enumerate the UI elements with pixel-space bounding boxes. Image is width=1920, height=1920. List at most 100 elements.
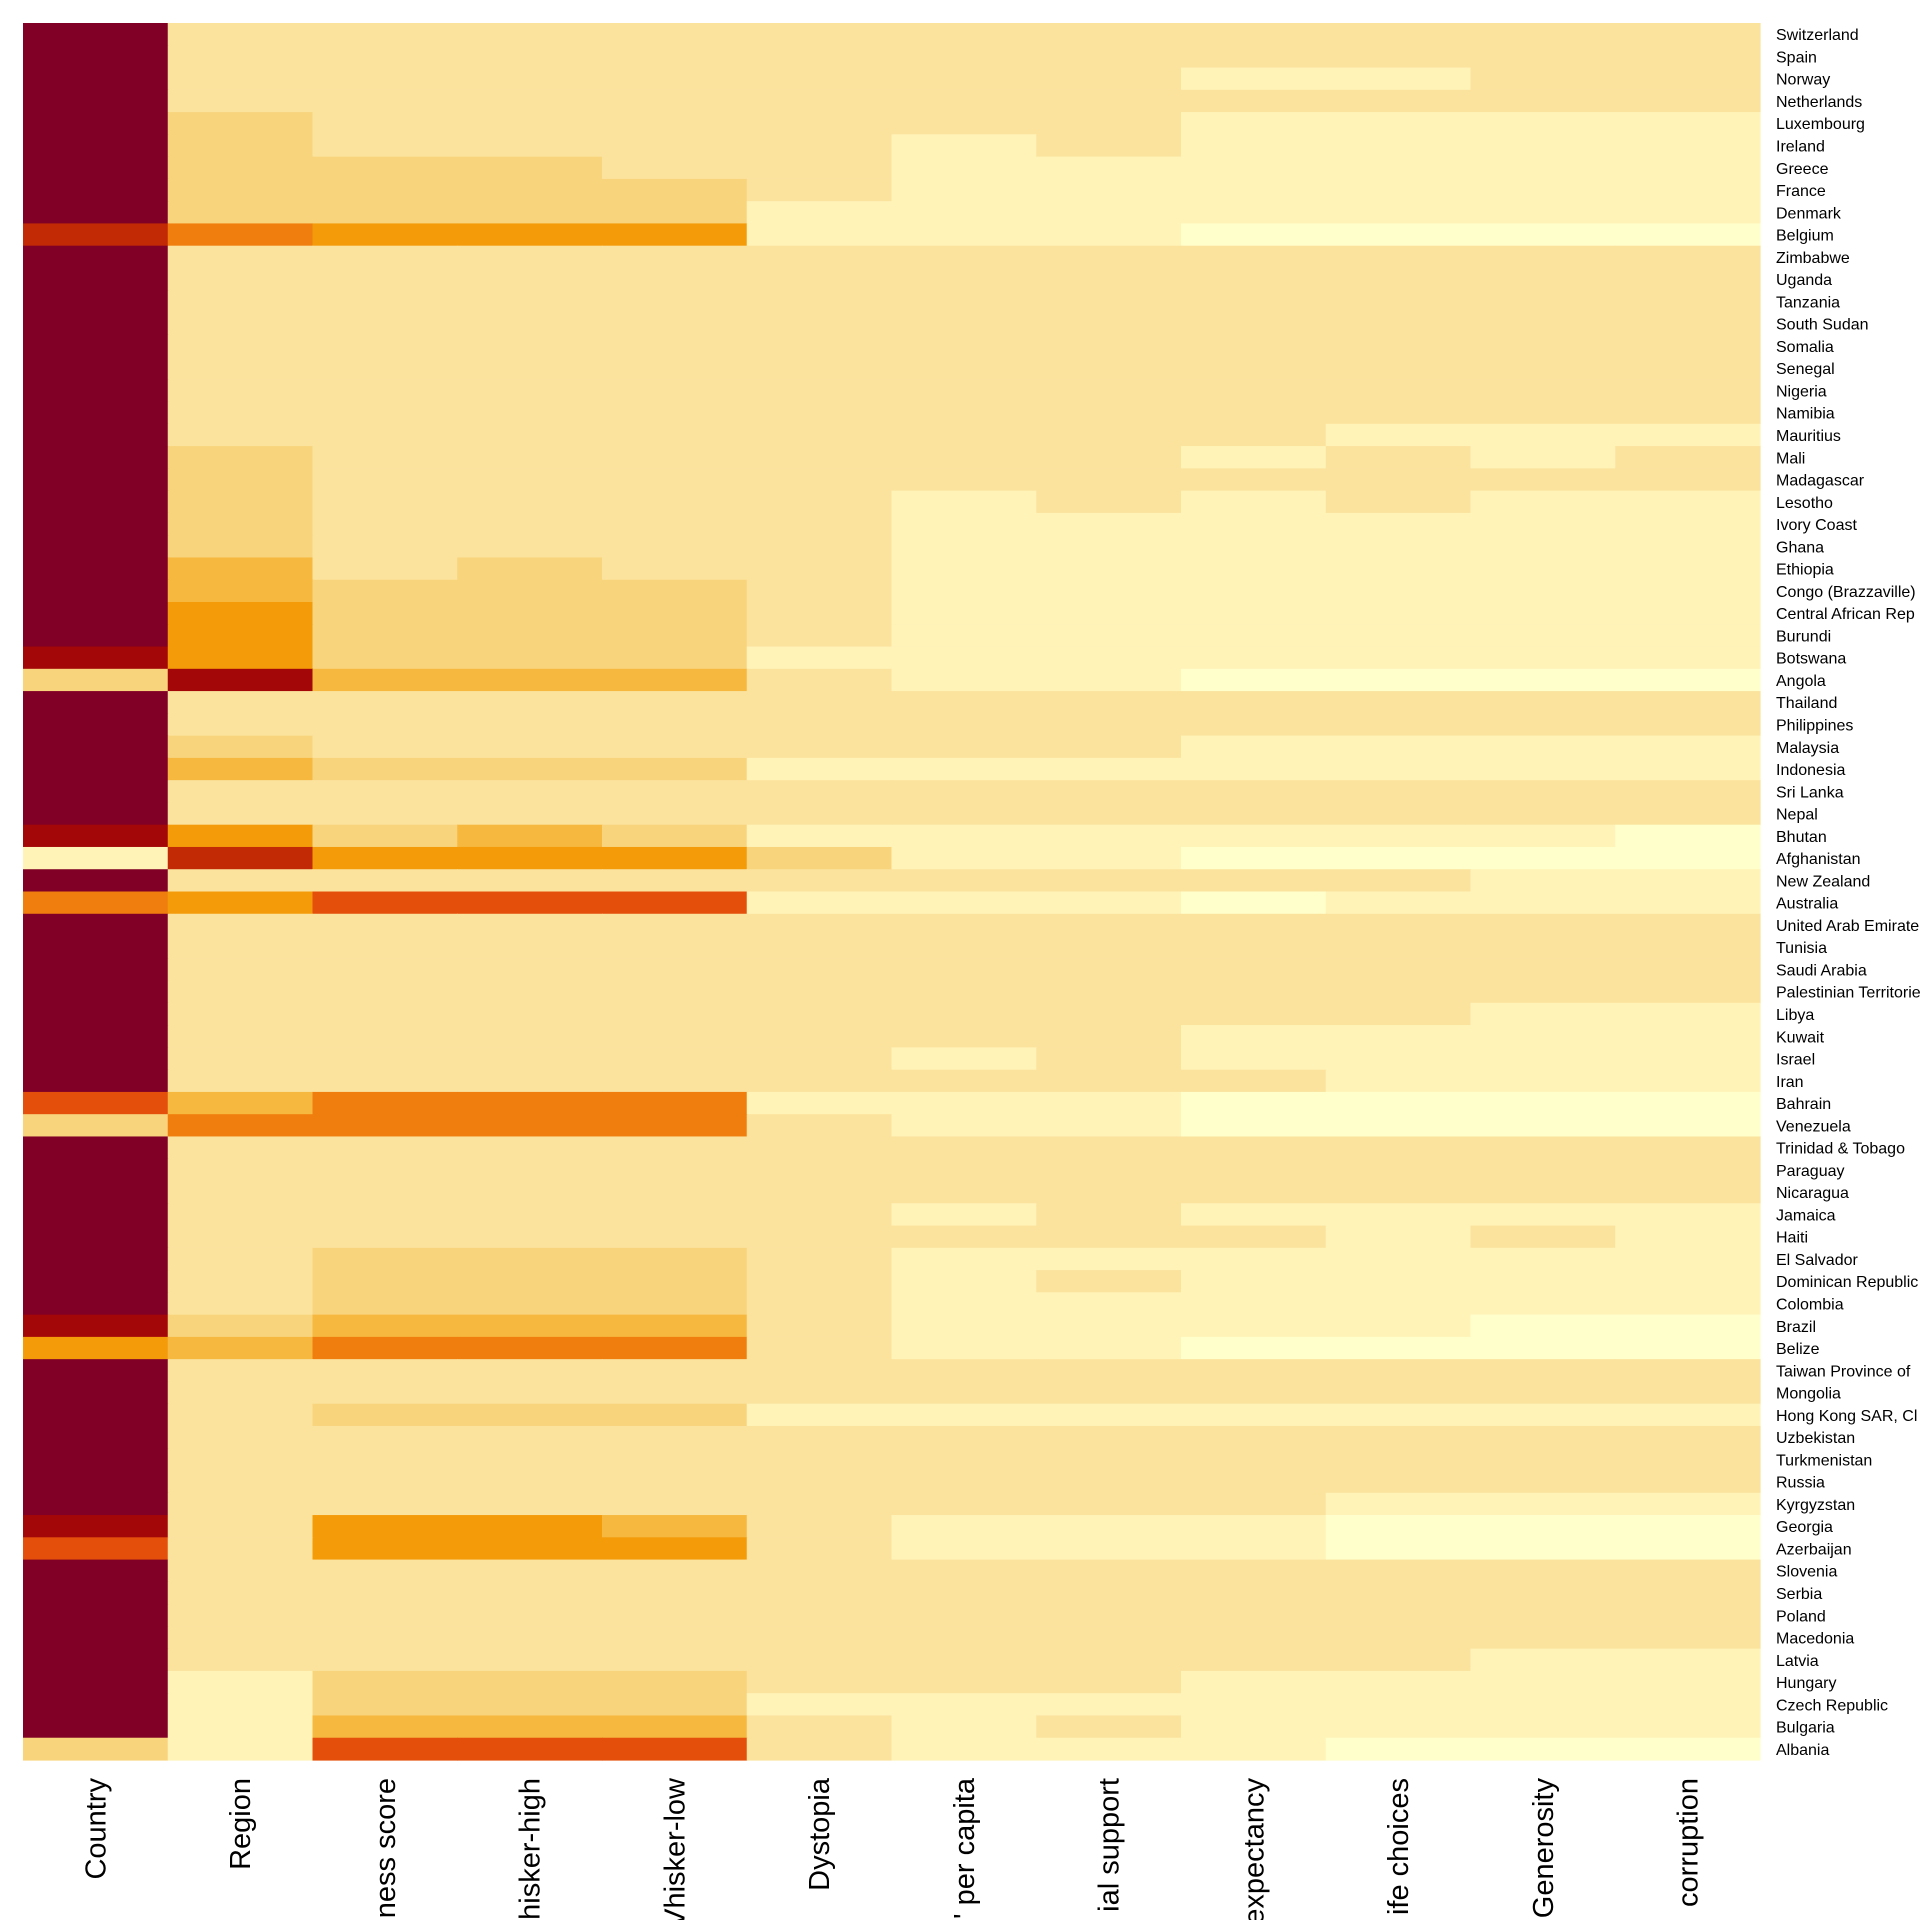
- row-label: Venezuela: [1776, 1118, 1851, 1135]
- heatmap-cell: [457, 156, 603, 180]
- heatmap-cell: [1615, 423, 1761, 447]
- heatmap-cell: [602, 646, 748, 670]
- heatmap-cell: [1615, 1425, 1761, 1449]
- heatmap-cell: [746, 668, 893, 692]
- heatmap-cell: [1181, 913, 1327, 937]
- heatmap-cell: [167, 178, 314, 202]
- heatmap-cell: [891, 45, 1037, 69]
- heatmap-cell: [1615, 936, 1761, 959]
- heatmap-cell: [457, 290, 603, 314]
- heatmap-cell: [1470, 1225, 1616, 1249]
- heatmap-cell: [602, 824, 748, 848]
- heatmap-cell: [1325, 1381, 1472, 1405]
- heatmap-cell: [1615, 312, 1761, 336]
- heatmap-cell: [1325, 1359, 1472, 1383]
- heatmap-cell: [602, 602, 748, 625]
- heatmap-cell: [1036, 824, 1182, 848]
- heatmap-cell: [23, 1091, 169, 1115]
- row-label: Dominican Republic: [1776, 1274, 1918, 1291]
- heatmap-cell: [1181, 980, 1327, 1004]
- heatmap-cell: [1325, 1425, 1472, 1449]
- heatmap-cell: [602, 1515, 748, 1538]
- heatmap-cell: [891, 223, 1037, 247]
- heatmap-cell: [1325, 223, 1472, 247]
- heatmap-cell: [167, 1270, 314, 1293]
- row-label: Palestinian Territorie: [1776, 985, 1920, 1002]
- heatmap-cell: [1470, 1069, 1616, 1093]
- heatmap-cell: [1325, 557, 1472, 581]
- heatmap-cell: [746, 1270, 893, 1293]
- heatmap-cell: [1325, 780, 1472, 804]
- heatmap-cell: [746, 401, 893, 425]
- heatmap-cell: [1615, 290, 1761, 314]
- heatmap-cell: [312, 512, 458, 536]
- heatmap-cell: [312, 713, 458, 737]
- heatmap-cell: [1325, 468, 1472, 492]
- heatmap-cell: [312, 1403, 458, 1427]
- heatmap-cell: [891, 1381, 1037, 1405]
- heatmap-cell: [23, 1626, 169, 1650]
- heatmap-cell: [312, 67, 458, 91]
- heatmap-cell: [891, 1581, 1037, 1605]
- heatmap-cell: [167, 958, 314, 982]
- heatmap-cell: [1325, 401, 1472, 425]
- heatmap-cell: [167, 824, 314, 848]
- heatmap-cell: [1470, 624, 1616, 648]
- heatmap-cell: [1615, 112, 1761, 135]
- heatmap-cell: [602, 1002, 748, 1026]
- heatmap-cell: [891, 1604, 1037, 1627]
- heatmap-cell: [891, 913, 1037, 937]
- heatmap-cell: [457, 668, 603, 692]
- heatmap-cell: [1470, 535, 1616, 559]
- heatmap-cell: [602, 201, 748, 225]
- heatmap-cell: [167, 579, 314, 603]
- heatmap-cell: [457, 1737, 603, 1761]
- heatmap-cell: [1325, 824, 1472, 848]
- heatmap-cell: [891, 1670, 1037, 1694]
- heatmap-cell: [746, 757, 893, 781]
- heatmap-cell: [1615, 1515, 1761, 1538]
- heatmap-cell: [602, 1648, 748, 1672]
- heatmap-cell: [1325, 958, 1472, 982]
- heatmap-cell: [1470, 178, 1616, 202]
- heatmap-cell: [1036, 1648, 1182, 1672]
- heatmap-cell: [891, 1091, 1037, 1115]
- heatmap-cell: [23, 312, 169, 336]
- heatmap-cell: [1036, 134, 1182, 158]
- heatmap-cell: [167, 1715, 314, 1739]
- heatmap-cell: [23, 446, 169, 469]
- heatmap-cell: [1470, 958, 1616, 982]
- heatmap-cell: [1036, 936, 1182, 959]
- heatmap-cell: [1181, 1381, 1327, 1405]
- heatmap-cell: [602, 267, 748, 291]
- heatmap-cell: [23, 958, 169, 982]
- heatmap-cell: [167, 1626, 314, 1650]
- heatmap-cell: [602, 1181, 748, 1204]
- heatmap-cell: [457, 1158, 603, 1182]
- heatmap-cell: [1036, 357, 1182, 380]
- heatmap-cell: [457, 1537, 603, 1561]
- heatmap-cell: [1615, 1537, 1761, 1561]
- row-label: Bahrain: [1776, 1096, 1831, 1113]
- heatmap-cell: [312, 134, 458, 158]
- heatmap-cell: [602, 156, 748, 180]
- heatmap-cell: [457, 468, 603, 492]
- heatmap-cell: [1470, 1715, 1616, 1739]
- heatmap-cell: [1325, 1114, 1472, 1138]
- heatmap-cell: [1615, 1581, 1761, 1605]
- heatmap-cell: [457, 1203, 603, 1227]
- heatmap-cell: [167, 1670, 314, 1694]
- heatmap-cell: [1181, 512, 1327, 536]
- heatmap-cell: [746, 1715, 893, 1739]
- heatmap-cell: [891, 1314, 1037, 1338]
- heatmap-cell: [167, 869, 314, 893]
- heatmap-cell: [1036, 1693, 1182, 1717]
- heatmap-cell: [891, 757, 1037, 781]
- heatmap-cell: [167, 1203, 314, 1227]
- heatmap-cell: [1325, 1470, 1472, 1494]
- heatmap-cell: [891, 1203, 1037, 1227]
- heatmap-cell: [1470, 1693, 1616, 1717]
- heatmap-cell: [457, 45, 603, 69]
- heatmap-cell: [891, 980, 1037, 1004]
- heatmap-cell: [1615, 557, 1761, 581]
